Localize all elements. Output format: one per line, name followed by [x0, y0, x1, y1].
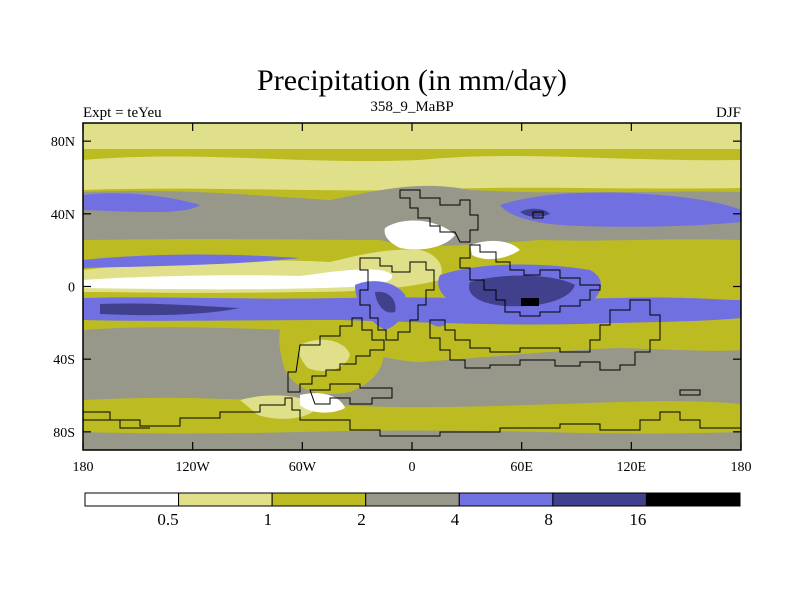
field-blob-n-pacific [83, 193, 200, 213]
subtitle-center: 358_9_MaBP [370, 99, 453, 115]
colorbar-label: 16 [629, 510, 646, 529]
y-tick-label: 40S [53, 353, 75, 368]
colorbar-label: 0.5 [157, 510, 178, 529]
x-tick-label: 120E [617, 460, 647, 475]
colorbar-swatch [84, 492, 180, 507]
x-tick-label: 60W [289, 460, 317, 475]
y-tick-label: 0 [68, 281, 75, 296]
colorbar-label: 2 [357, 510, 366, 529]
colorbar-swatch [458, 492, 554, 507]
field-white-tethys [470, 240, 520, 260]
field-band-north-dry [83, 155, 741, 191]
subtitle-right: DJF [716, 105, 741, 121]
colorbar-label: 8 [544, 510, 553, 529]
colorbar: 0.5 1 2 4 8 16 [84, 492, 741, 529]
colorbar-swatch [645, 492, 741, 507]
colorbar-swatch [178, 492, 273, 507]
chart-title: Precipitation (in mm/day) [257, 64, 567, 97]
x-axis: 180 120W 60W 0 60E 120E 180 [73, 123, 752, 475]
colorbar-label: 4 [451, 510, 460, 529]
field-south-light-patch [299, 339, 350, 372]
x-tick-label: 180 [73, 460, 94, 475]
field-white-north-africa [384, 220, 455, 250]
colorbar-swatch [271, 492, 367, 507]
field-tropical-wet-west [83, 254, 300, 268]
paleo-coastlines [83, 189, 741, 437]
colorbar-swatch [552, 492, 647, 507]
y-tick-label: 40N [51, 208, 75, 223]
x-tick-label: 120W [176, 460, 211, 475]
precipitation-map [83, 123, 741, 450]
field-peak [521, 298, 539, 306]
colorbar-swatch [365, 492, 460, 507]
x-tick-label: 0 [409, 460, 416, 475]
x-tick-label: 60E [510, 460, 533, 475]
y-tick-label: 80S [53, 426, 75, 441]
field-blob-n-asia [500, 192, 741, 227]
field-southern-ocean [83, 397, 741, 434]
y-axis: 80N 40N 0 40S 80S [51, 135, 741, 441]
subtitle-left: Expt = teYeu [83, 105, 162, 121]
field-sa-wet-dark [375, 291, 396, 313]
field-tropical-wet-south-dark [100, 303, 240, 316]
y-tick-label: 80N [51, 135, 75, 150]
x-tick-label: 180 [731, 460, 752, 475]
field-eq-dry-white [83, 269, 393, 290]
colorbar-label: 1 [264, 510, 273, 529]
